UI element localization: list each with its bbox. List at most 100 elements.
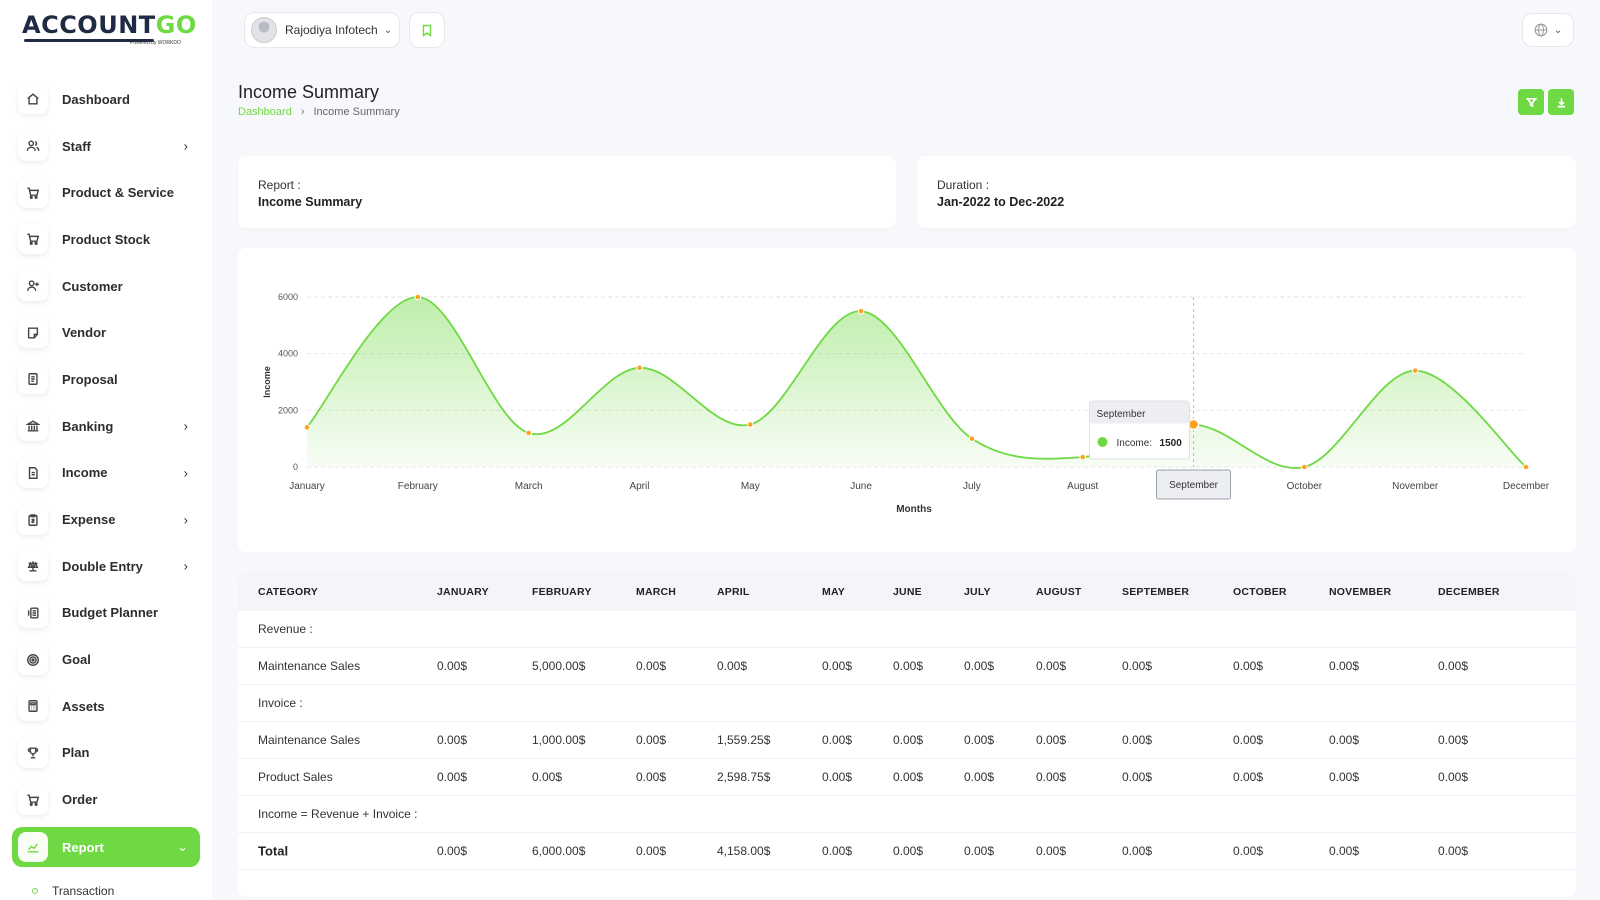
y-tick-label: 2000	[278, 405, 298, 415]
x-tick-label: May	[741, 481, 760, 492]
table-cell: 0.00$	[1233, 770, 1264, 784]
column-header: DECEMBER	[1438, 586, 1500, 598]
sidebar-item-label: Budget Planner	[62, 605, 159, 621]
cart-icon	[18, 177, 48, 208]
income-chart: 0 2000 4000 6000 January February March April Ma…	[262, 292, 1550, 515]
column-header: FEBRUARY	[532, 586, 592, 598]
x-tick-label: October	[1287, 481, 1323, 492]
download-button[interactable]	[1548, 89, 1574, 115]
income-summary-table: CATEGORY JANUARY FEBRUARY MARCH APRIL MAY JUNE…	[238, 573, 1576, 897]
sidebar-item-product-service[interactable]: Product & Service	[12, 169, 200, 216]
row-label: Total	[258, 843, 289, 859]
table-cell: 0.00$	[822, 733, 853, 747]
sidebar-item-label: Report	[62, 839, 104, 855]
chevron-right-icon: ›	[183, 418, 188, 434]
sidebar-item-label: Dashboard	[62, 91, 130, 107]
row-label: Product Sales	[258, 770, 333, 784]
tooltip-series-marker	[1097, 437, 1108, 447]
table-cell: 0.00$	[1122, 844, 1153, 858]
row-label: Revenue :	[258, 622, 313, 636]
sidebar-item-dashboard[interactable]: Dashboard	[12, 76, 200, 123]
sidebar: ACCOUNTGO Powered by WORKDO Dashboard Sta…	[0, 0, 212, 900]
logo[interactable]: ACCOUNTGO Powered by WORKDO	[22, 12, 196, 48]
x-tick-label: March	[515, 481, 543, 492]
cart-icon	[18, 224, 48, 255]
table-cell: 0.00$	[636, 770, 667, 784]
data-point	[414, 293, 422, 301]
table-total-row: Total 0.00$ 6,000.00$ 0.00$ 4,158.00$ 0.00$ 0.…	[238, 833, 1576, 870]
sidebar-item-product-stock[interactable]: Product Stock	[12, 216, 200, 263]
data-point	[1522, 463, 1530, 471]
table-cell: 0.00$	[964, 770, 995, 784]
table-cell: 0.00$	[437, 844, 468, 858]
sidebar-item-label: Vendor	[62, 325, 107, 341]
sidebar-item-expense[interactable]: Expense ›	[12, 496, 200, 543]
y-tick-label: 6000	[278, 292, 298, 302]
x-axis-title: Months	[896, 504, 932, 515]
user-menu[interactable]: Rajodiya Infotech ⌄	[244, 12, 400, 48]
sidebar-item-budget-planner[interactable]: Budget Planner	[12, 590, 200, 637]
duration-card: Duration : Jan-2022 to Dec-2022	[917, 156, 1576, 228]
filter-button[interactable]	[1518, 89, 1544, 115]
chevron-right-icon: ›	[183, 512, 188, 528]
chevron-down-icon: ⌄	[1553, 24, 1563, 36]
chevron-down-icon: ⌄	[383, 24, 393, 36]
column-header: MARCH	[636, 586, 677, 598]
table-cell: 0.00$	[1233, 733, 1264, 747]
sidebar-item-double-entry[interactable]: Double Entry ›	[12, 543, 200, 590]
series-area	[307, 296, 1526, 469]
x-tick-highlight	[1156, 469, 1232, 500]
logo-underline	[24, 39, 154, 42]
table-cell: 0.00$	[822, 659, 853, 673]
table-cell: 1,000.00$	[532, 733, 586, 747]
table-cell: 0.00$	[1036, 844, 1067, 858]
sidebar-item-plan[interactable]: Plan	[12, 730, 200, 777]
table-body: Revenue : Maintenance Sales 0.00$ 5,000.00$…	[238, 611, 1576, 870]
row-label: Maintenance Sales	[258, 659, 361, 673]
sidebar-item-label: Goal	[62, 652, 91, 668]
chevron-right-icon: ›	[300, 106, 305, 118]
sidebar-subitem-transaction[interactable]: Transaction	[32, 884, 114, 898]
report-value: Income Summary	[258, 195, 363, 209]
table-cell: 0.00$	[1036, 733, 1067, 747]
table-cell: 0.00$	[1329, 844, 1360, 858]
table-cell: 0.00$	[822, 844, 853, 858]
sidebar-item-vendor[interactable]: Vendor	[12, 309, 200, 356]
table-cell: 0.00$	[437, 659, 468, 673]
column-header: JANUARY	[437, 586, 489, 598]
row-label: Invoice :	[258, 696, 303, 710]
sidebar-item-label: Order	[62, 792, 98, 808]
table-row: Maintenance Sales 0.00$ 5,000.00$ 0.00$ 0.00…	[238, 648, 1576, 685]
sidebar-item-goal[interactable]: Goal	[12, 636, 200, 683]
x-tick-label: June	[850, 481, 872, 492]
table-cell: 0.00$	[822, 770, 853, 784]
table-row: Maintenance Sales 0.00$ 1,000.00$ 0.00$ 1,55…	[238, 722, 1576, 759]
table-cell: 0.00$	[1329, 659, 1360, 673]
table-section-row: Revenue :	[238, 611, 1576, 648]
x-tick-label: November	[1392, 481, 1439, 492]
receipt-icon	[18, 457, 48, 488]
bookmark-button[interactable]	[409, 12, 445, 48]
sidebar-item-order[interactable]: Order	[12, 776, 200, 823]
duration-label: Duration :	[937, 178, 990, 192]
data-point	[968, 435, 976, 442]
table-header-row: CATEGORY JANUARY FEBRUARY MARCH APRIL MAY JUNE…	[238, 573, 1576, 611]
sidebar-item-staff[interactable]: Staff ›	[12, 123, 200, 170]
sidebar-item-banking[interactable]: Banking ›	[12, 403, 200, 450]
table-cell: 0.00$	[964, 659, 995, 673]
sidebar-item-customer[interactable]: Customer	[12, 263, 200, 310]
table-cell: 0.00$	[964, 844, 995, 858]
sidebar-item-income[interactable]: Income ›	[12, 450, 200, 497]
table-cell: 2,598.75$	[717, 770, 771, 784]
sidebar-item-report[interactable]: Report ⌄	[12, 827, 200, 867]
table-cell: 0.00$	[1233, 844, 1264, 858]
x-tick-label: February	[398, 481, 438, 492]
column-header: MAY	[822, 586, 845, 598]
language-button[interactable]: ⌄	[1522, 13, 1574, 47]
sidebar-item-label: Double Entry	[62, 558, 143, 574]
sidebar-item-label: Assets	[62, 698, 105, 714]
sidebar-item-proposal[interactable]: Proposal	[12, 356, 200, 403]
sidebar-item-assets[interactable]: Assets	[12, 683, 200, 730]
breadcrumb-home-link[interactable]: Dashboard	[238, 106, 292, 118]
chevron-right-icon: ›	[183, 138, 188, 154]
